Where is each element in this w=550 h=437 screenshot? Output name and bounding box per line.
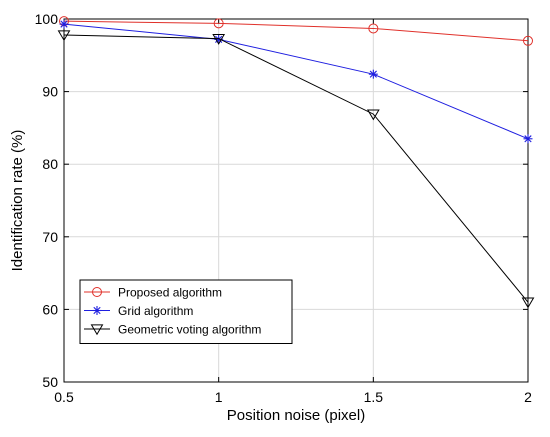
x-axis-label: Position noise (pixel)	[227, 407, 365, 424]
legend-marker	[92, 287, 102, 297]
x-tick-label: 1	[215, 389, 223, 405]
series-layer	[57, 16, 535, 309]
legend-item: Proposed algorithm	[84, 286, 222, 300]
legend-label: Grid algorithm	[118, 304, 193, 318]
x-tick-label: 0.5	[54, 389, 74, 405]
x-tick-label: 2	[524, 389, 532, 405]
y-tick-label: 70	[42, 229, 58, 245]
series-line	[63, 20, 529, 42]
x-axis-ticks: 0.5 1 1.5 2	[54, 19, 532, 405]
series-line	[63, 34, 529, 303]
x-tick-label: 1.5	[364, 389, 384, 405]
data-point	[57, 30, 71, 42]
legend-label: Proposed algorithm	[118, 286, 222, 300]
data-point	[521, 297, 535, 309]
data-point	[368, 69, 378, 79]
legend: Proposed algorithm Grid algorithm Geometri…	[79, 279, 293, 344]
data-point	[368, 23, 379, 34]
y-tick-label: 60	[42, 301, 58, 317]
legend-label: Geometric voting algorithm	[118, 323, 261, 337]
y-tick-label: 90	[42, 84, 58, 100]
legend-item: Geometric voting algorithm	[84, 323, 261, 337]
y-axis-label: Identification rate (%)	[9, 130, 26, 272]
data-point	[366, 109, 380, 121]
plot-area-frame	[63, 18, 529, 383]
series-2	[57, 30, 535, 309]
series-0	[59, 16, 533, 46]
y-tick-label: 80	[42, 156, 58, 172]
legend-marker	[92, 306, 102, 315]
data-point	[523, 35, 533, 46]
data-point	[212, 33, 226, 45]
y-tick-label: 50	[42, 374, 58, 390]
series-line	[63, 23, 529, 140]
legend-box	[79, 279, 293, 344]
data-point	[523, 134, 533, 144]
series-1	[59, 19, 533, 144]
data-point	[213, 18, 224, 29]
legend-marker	[90, 324, 104, 336]
legend-item: Grid algorithm	[84, 304, 193, 318]
data-point	[59, 19, 69, 29]
y-axis-ticks: 50 60 70 80 90 100	[35, 11, 528, 390]
y-tick-label: 100	[35, 11, 59, 27]
